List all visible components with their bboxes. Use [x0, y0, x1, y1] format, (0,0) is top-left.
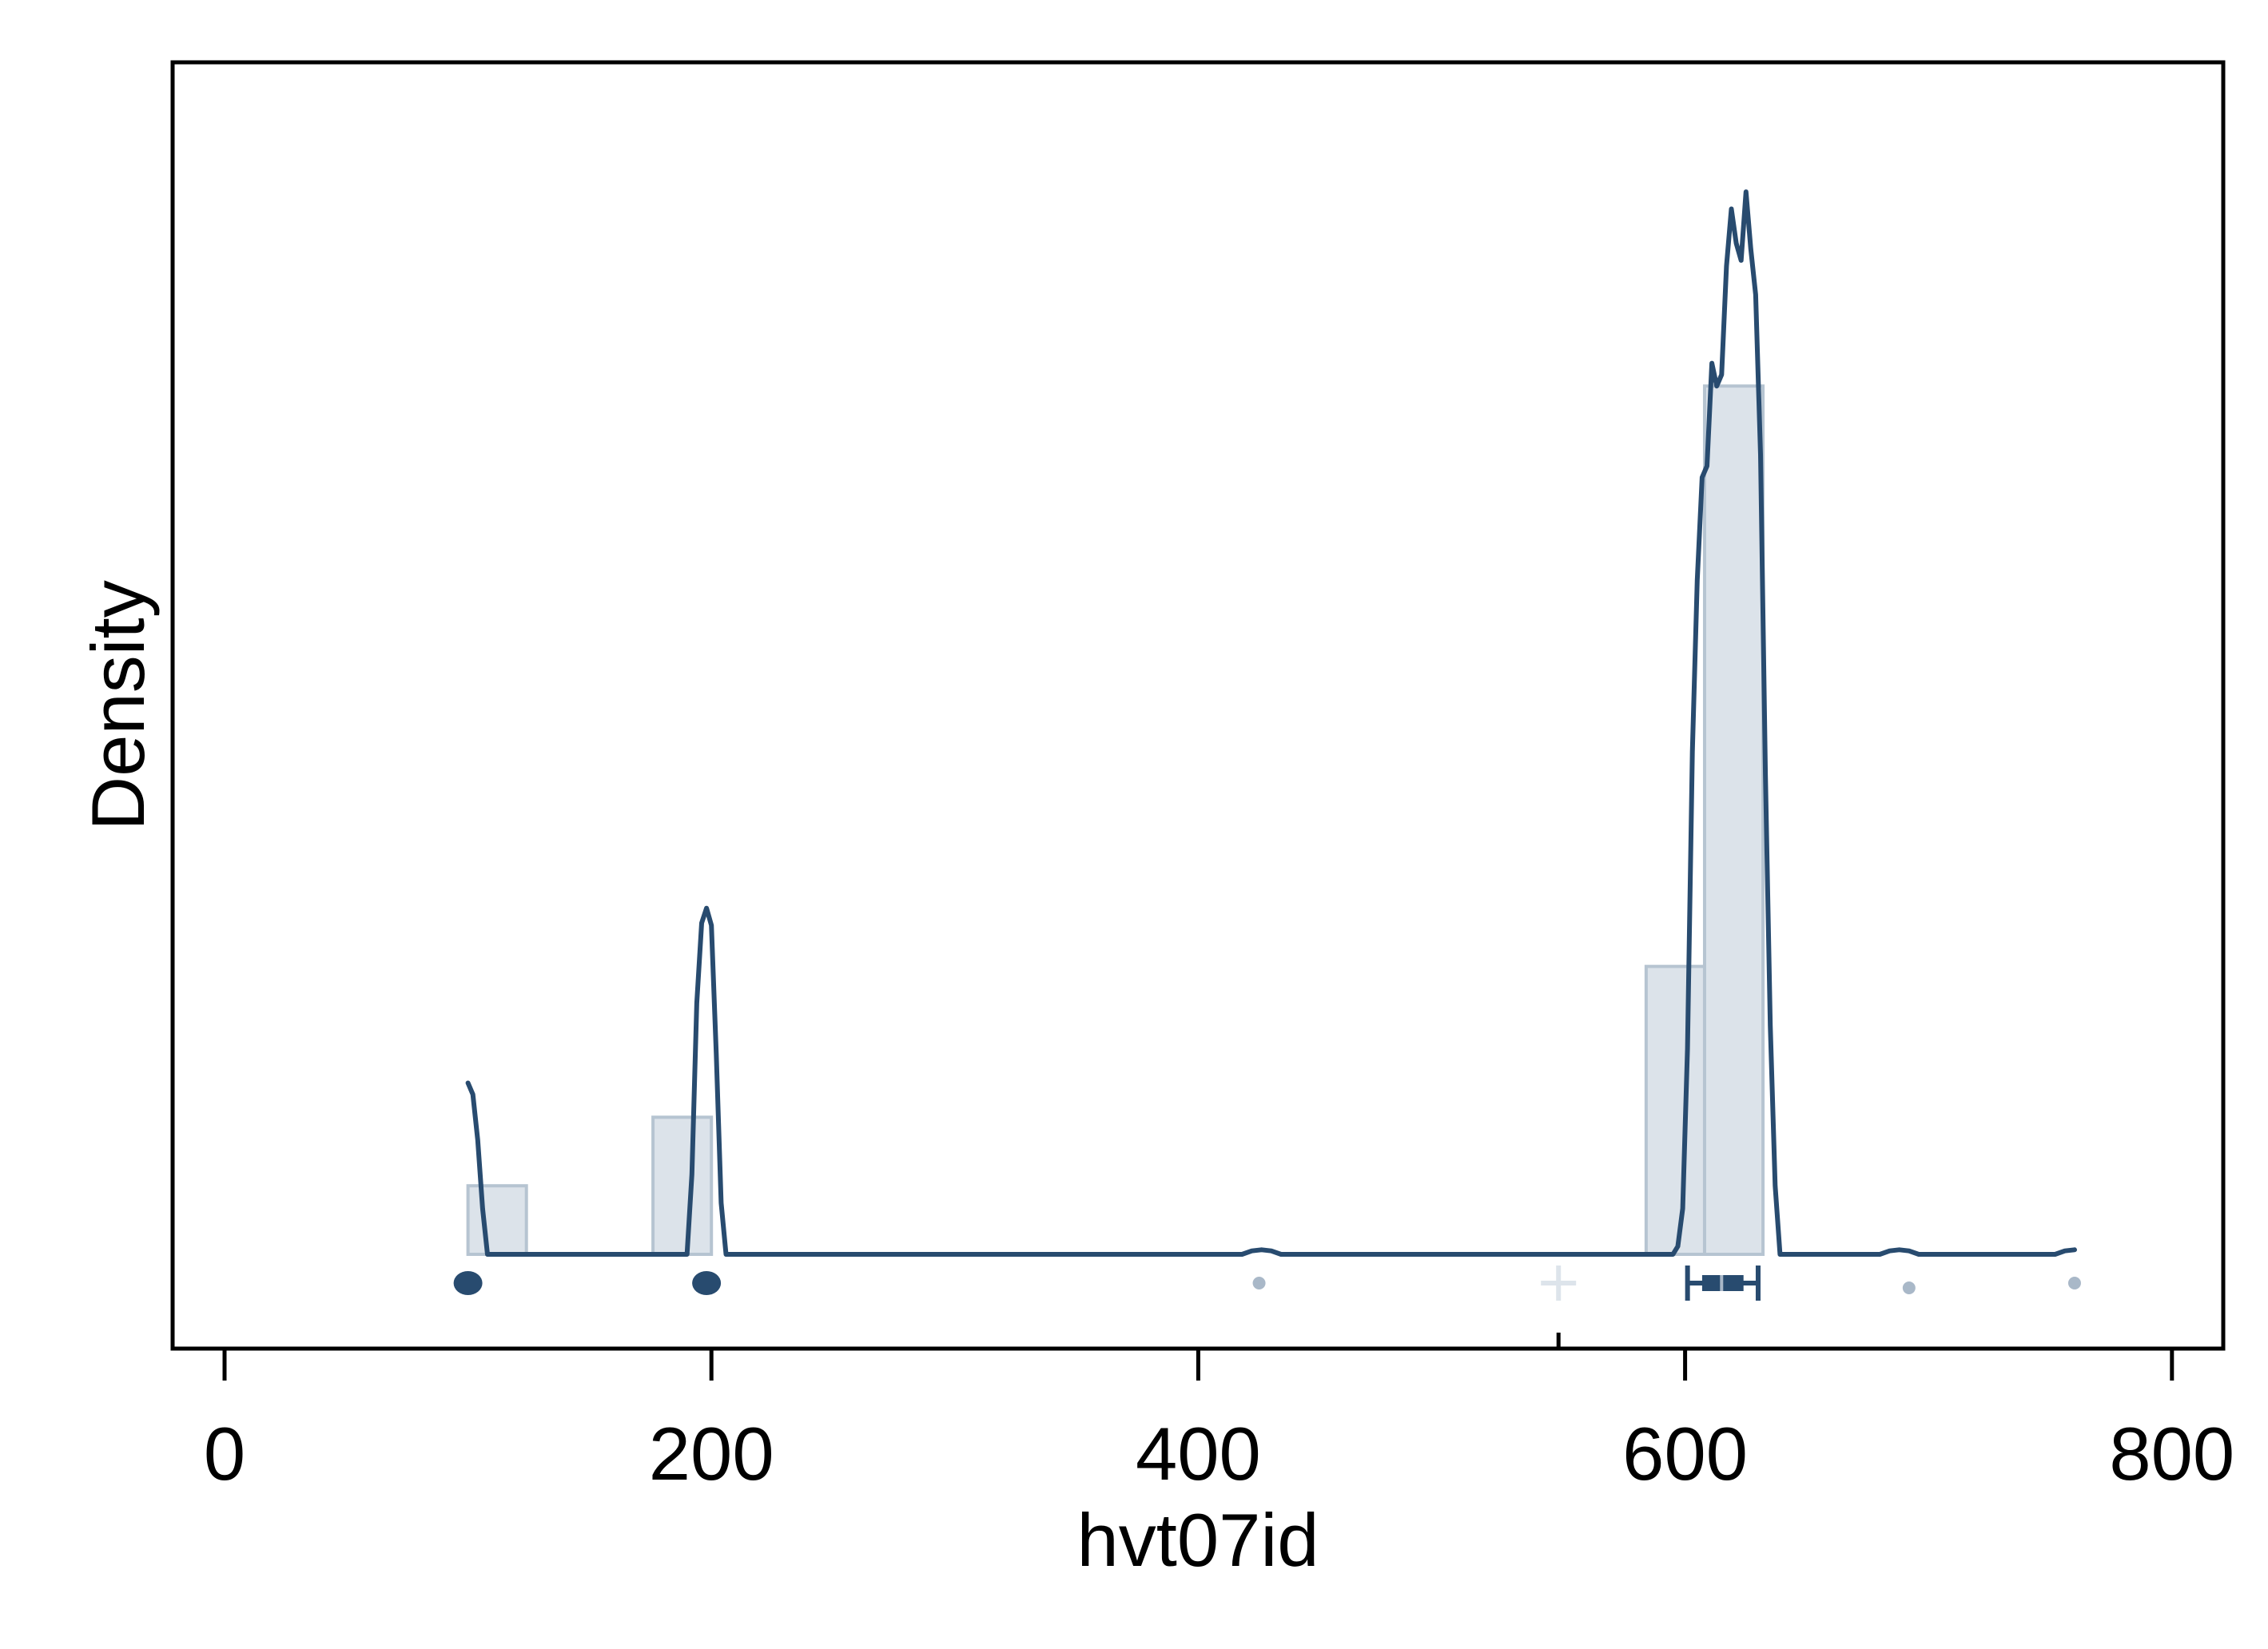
histogram-bar — [1702, 384, 1765, 1257]
histogram-bars — [466, 384, 1765, 1257]
rug-point — [2067, 1277, 2081, 1289]
histogram-bar — [1644, 964, 1706, 1256]
mean-marker — [1541, 1266, 1577, 1301]
x-axis-title: hvt07id — [1076, 1498, 1319, 1582]
x-axis-ticks: 0 200 400 600 800 — [204, 1333, 2234, 1496]
x-tick-label: 0 — [204, 1412, 245, 1496]
rug-dot — [453, 1271, 483, 1295]
histogram-bar — [466, 1184, 528, 1256]
rug-dot — [692, 1271, 722, 1295]
density-curve — [465, 189, 2077, 1257]
density-curve-layer — [465, 189, 2077, 1257]
rug-markers — [453, 1266, 2081, 1301]
y-axis-title: Density — [76, 580, 160, 830]
rug-point — [1252, 1277, 1266, 1289]
x-tick-label: 400 — [1136, 1412, 1261, 1496]
x-tick-label: 800 — [2109, 1412, 2234, 1496]
rug-point — [1902, 1281, 1916, 1294]
x-tick-label: 600 — [1622, 1412, 1748, 1496]
box-summary — [1685, 1266, 1761, 1301]
histogram-bar — [651, 1115, 714, 1257]
x-tick-label: 200 — [649, 1412, 774, 1496]
